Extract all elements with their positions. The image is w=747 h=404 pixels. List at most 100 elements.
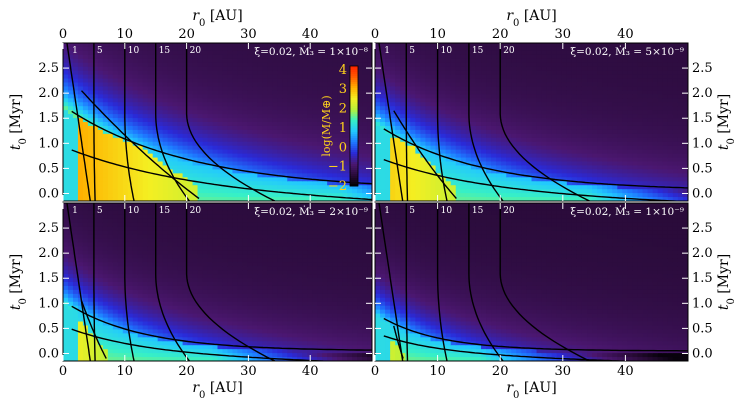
heatmap-cell: [262, 94, 268, 99]
heatmap-cell: [486, 137, 492, 143]
heatmap-cell: [237, 125, 244, 131]
heatmap-cell: [122, 102, 129, 107]
heatmap-cell: [395, 106, 401, 111]
heatmap-cell: [677, 129, 684, 135]
heatmap-cell: [127, 114, 134, 119]
heatmap-cell: [491, 145, 497, 151]
heatmap-cell: [425, 50, 432, 56]
heatmap-cell: [561, 106, 568, 111]
heatmap-cell: [172, 62, 179, 68]
heatmap-cell: [672, 149, 679, 155]
heatmap-cell: [362, 62, 368, 68]
heatmap-cell: [415, 46, 422, 52]
heatmap-cell: [460, 118, 467, 123]
heatmap-cell: [430, 43, 437, 48]
heatmap-cell: [207, 86, 214, 91]
heatmap-cell: [132, 110, 139, 115]
heatmap-cell: [607, 62, 613, 68]
heatmap-cell: [657, 118, 664, 123]
heatmap-cell: [187, 70, 194, 76]
heatmap-cell: [597, 189, 603, 194]
heatmap-cell: [475, 137, 482, 143]
heatmap-cell: [162, 50, 169, 56]
heatmap-cell: [367, 118, 372, 123]
heatmap-cell: [77, 157, 84, 163]
heatmap-cell: [307, 82, 313, 88]
heatmap-cell: [395, 173, 401, 178]
heatmap-cell: [667, 145, 674, 151]
heatmap-cell: [526, 74, 533, 80]
heatmap-cell: [652, 133, 659, 139]
heatmap-cell: [491, 90, 497, 95]
heatmap-cell: [470, 66, 477, 72]
heatmap-cell: [182, 110, 189, 115]
heatmap-cell: [450, 110, 457, 115]
heatmap-cell: [217, 173, 224, 178]
heatmap-cell: [536, 153, 543, 159]
heatmap-cell: [177, 145, 184, 151]
heatmap-cell: [526, 78, 533, 84]
heatmap-cell: [501, 157, 507, 163]
heatmap-cell: [222, 66, 229, 72]
heatmap-cell: [177, 141, 184, 147]
heatmap-cell: [526, 62, 533, 68]
heatmap-cell: [460, 133, 467, 139]
heatmap-cell: [556, 74, 563, 80]
heatmap-cell: [282, 153, 288, 159]
heatmap-cell: [277, 110, 283, 115]
heatmap-cell: [162, 122, 169, 127]
heatmap-cell: [242, 70, 248, 76]
heatmap-cell: [587, 165, 593, 170]
heatmap-cell: [521, 43, 528, 48]
heatmap-cell: [390, 70, 396, 76]
heatmap-cell: [157, 54, 164, 60]
heatmap-cell: [375, 141, 381, 147]
heatmap-cell: [97, 66, 104, 72]
heatmap-cell: [581, 173, 588, 178]
heatmap-cell: [546, 94, 553, 99]
heatmap-cell: [107, 161, 114, 167]
heatmap-cell: [137, 157, 144, 163]
heatmap-cell: [627, 70, 634, 76]
heatmap-cell: [617, 129, 623, 135]
heatmap-cell: [82, 70, 89, 76]
heatmap-cell: [607, 50, 613, 56]
heatmap-cell: [77, 74, 84, 80]
heatmap-cell: [581, 149, 588, 155]
heatmap-cell: [237, 78, 244, 84]
heatmap-cell: [137, 173, 144, 178]
heatmap-cell: [647, 189, 654, 194]
heatmap-cell: [197, 58, 204, 64]
heatmap-cell: [117, 197, 124, 201]
heatmap-cell: [536, 102, 543, 107]
heatmap-cell: [637, 50, 644, 56]
heatmap-cell: [581, 161, 588, 167]
heatmap-cell: [207, 90, 214, 95]
heatmap-cell: [212, 78, 219, 84]
heatmap-cell: [237, 110, 244, 115]
heatmap-cell: [475, 169, 482, 174]
heatmap-cell: [117, 86, 124, 91]
heatmap-cell: [207, 62, 214, 68]
heatmap-cell: [622, 185, 629, 190]
heatmap-cell: [247, 129, 253, 135]
heatmap-cell: [252, 161, 258, 167]
heatmap-cell: [526, 185, 533, 190]
heatmap-cell: [647, 125, 654, 131]
heatmap-cell: [307, 46, 313, 52]
heatmap-cell: [395, 82, 401, 88]
heatmap-cell: [410, 74, 416, 80]
heatmap-cell: [222, 98, 229, 103]
heatmap-cell: [207, 43, 214, 48]
panel-b: 1 5 10 15 20 ξ=0.02, Ṁ₃ = 5×10⁻⁹0 10 20 30 400.00…: [371, 27, 713, 202]
heatmap-cell: [362, 46, 368, 52]
heatmap-cell: [597, 197, 603, 201]
heatmap-cell: [637, 153, 644, 159]
heatmap-cell: [642, 161, 649, 167]
heatmap-cell: [337, 86, 343, 91]
heatmap-cell: [657, 98, 664, 103]
heatmap-cell: [486, 197, 492, 201]
heatmap-cell: [282, 181, 288, 186]
heatmap-cell: [602, 110, 608, 115]
heatmap-cell: [642, 90, 649, 95]
